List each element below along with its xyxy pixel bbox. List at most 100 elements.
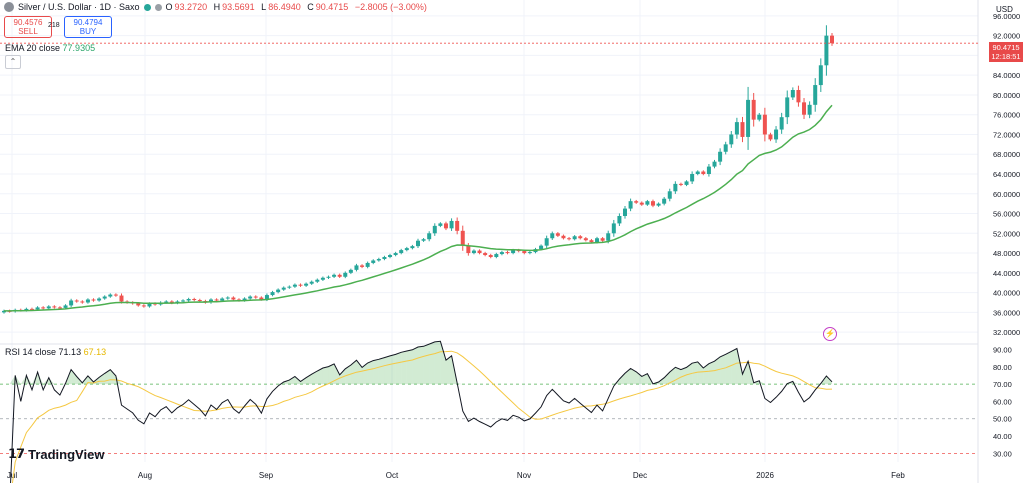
ema-legend[interactable]: EMA 20 close 77.9305 [5, 43, 95, 53]
candle-body [326, 276, 331, 278]
sell-price: 90.4576 [13, 18, 43, 27]
candle-body [539, 245, 544, 250]
rsi-overbought-fill [406, 349, 413, 385]
candle-body [807, 104, 812, 115]
candle-body [578, 236, 583, 239]
rsi-overbought-fill [401, 351, 407, 385]
silver-symbol-icon [4, 2, 14, 12]
sell-label: SELL [18, 27, 38, 36]
candle-body [57, 307, 62, 309]
rsi-overbought-fill [434, 341, 441, 385]
candle-body [634, 201, 639, 203]
ema-label: EMA 20 close [5, 43, 61, 53]
candle-body [527, 252, 532, 254]
candle-body [164, 301, 169, 303]
rsi-overbought-fill [429, 341, 435, 385]
candle-body [701, 171, 706, 174]
candle-body [231, 297, 236, 300]
last-price-label: 90.4715 12:18:51 [989, 42, 1023, 62]
candle-body [416, 240, 420, 247]
rsi-overbought-fill [423, 344, 430, 385]
rsi-overbought-fill [412, 347, 418, 385]
rsi-legend[interactable]: RSI 14 close 71.13 67.13 [5, 347, 106, 357]
candle-body [41, 307, 46, 309]
symbol-title[interactable]: Silver / U.S. Dollar · 1D · Saxo [18, 2, 140, 12]
candle-body [600, 238, 605, 241]
rsi-overbought-fill [457, 383, 463, 385]
candle-body [723, 144, 728, 152]
x-tick-label: 2026 [756, 471, 774, 480]
rsi-tick-label: 70.00 [993, 380, 1012, 389]
rsi-ma-line [11, 350, 833, 483]
x-tick-label: Aug [138, 471, 152, 480]
currency-unit[interactable]: USD [996, 5, 1013, 14]
candle-body [511, 250, 516, 254]
candle-body [762, 114, 767, 135]
brand-name: TradingView [28, 446, 105, 462]
price-tick-label: 48.0000 [993, 249, 1020, 258]
candle-body [242, 298, 247, 301]
ohlc-values: O 93.2720 H 93.5691 L 86.4940 C 90.4715 −2.8… [165, 2, 427, 12]
candle-body [729, 134, 734, 145]
candle-body [690, 174, 695, 182]
price-tick-label: 92.0000 [993, 32, 1020, 41]
price-tick-label: 56.0000 [993, 210, 1020, 219]
flash-icon[interactable]: ⚡ [823, 327, 837, 341]
market-status-icon [143, 3, 151, 11]
rsi-overbought-fill [367, 360, 374, 385]
candle-body [751, 99, 756, 120]
candle-body [673, 183, 678, 192]
sell-button[interactable]: 90.4576 SELL [4, 16, 52, 38]
rsi-overbought-fill [43, 377, 49, 385]
rsi-overbought-fill [731, 348, 737, 385]
bar-countdown: 12:18:51 [991, 52, 1021, 61]
candle-body [802, 102, 807, 115]
candle-body [309, 281, 314, 284]
low-value: 86.4940 [268, 2, 301, 12]
price-tick-label: 96.0000 [993, 12, 1020, 21]
candle-body [197, 300, 202, 301]
open-value: 93.2720 [174, 2, 208, 12]
chart-header: Silver / U.S. Dollar · 1D · Saxo O 93.272… [4, 2, 429, 12]
rsi-overbought-fill [708, 361, 715, 385]
candle-body [225, 297, 230, 299]
change-value: −2.8005 (−3.00%) [354, 2, 427, 12]
rsi-overbought-fill [440, 341, 446, 385]
candle-body [427, 233, 432, 240]
candle-body [24, 308, 29, 311]
rsi-overbought-fill [37, 372, 44, 385]
candle-body [337, 274, 342, 277]
ema-line [4, 104, 833, 312]
last-price: 90.4715 [992, 43, 1020, 52]
candle-body [544, 238, 549, 246]
candle-body [354, 265, 359, 270]
rsi-overbought-fill [71, 369, 77, 385]
x-tick-label: Sep [259, 471, 274, 480]
buy-button[interactable]: 90.4794 BUY [64, 16, 112, 38]
candle-body [471, 250, 476, 254]
candle-body [399, 250, 404, 254]
rsi-line [10, 340, 833, 483]
candle-body [606, 233, 611, 241]
price-tick-label: 44.0000 [993, 269, 1020, 278]
candle-body [662, 198, 667, 204]
collapse-legend-button[interactable]: ⌃ [5, 55, 21, 69]
rsi-overbought-fill [300, 377, 307, 385]
x-tick-label: Dec [633, 471, 647, 480]
candle-body [460, 230, 465, 246]
candle-body [304, 283, 309, 286]
candle-body [499, 252, 504, 255]
rsi-overbought-fill [362, 363, 368, 385]
candle-body [287, 286, 292, 288]
candle-body [52, 306, 57, 308]
candle-body [550, 233, 555, 239]
rsi-label: RSI 14 close [5, 347, 57, 357]
rsi-overbought-fill [395, 352, 402, 385]
candle-body [488, 255, 493, 258]
candle-body [740, 122, 745, 137]
buy-price: 90.4794 [73, 18, 103, 27]
candle-body [645, 201, 650, 205]
candle-body [276, 289, 281, 293]
price-tick-label: 60.0000 [993, 190, 1020, 199]
